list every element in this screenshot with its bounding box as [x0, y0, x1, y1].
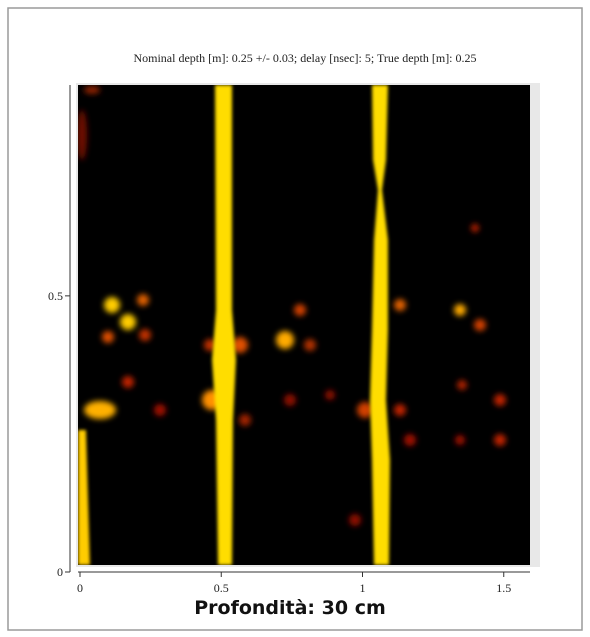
axes: 0 0.5 1 1.5 0 0.5	[48, 85, 530, 595]
blob	[139, 329, 151, 341]
blob	[120, 314, 136, 330]
heatmap-blobs	[78, 86, 506, 526]
band	[370, 85, 390, 565]
x-tick-label: 1.5	[496, 581, 511, 595]
blob	[104, 297, 120, 313]
y-tick-label: 0.5	[48, 289, 63, 303]
blob	[325, 390, 335, 400]
heatmap-background	[78, 85, 530, 565]
blob	[232, 337, 248, 353]
band	[78, 430, 90, 565]
y-tick-label: 0	[57, 565, 63, 579]
blob	[349, 514, 361, 526]
band	[212, 85, 236, 565]
blob	[494, 434, 506, 446]
blob	[454, 304, 466, 316]
blob	[357, 402, 373, 418]
blob	[404, 434, 416, 446]
blob	[471, 224, 479, 232]
blob	[84, 401, 116, 419]
chart-title: Nominal depth [m]: 0.25 +/- 0.03; delay …	[133, 51, 476, 65]
blob	[137, 294, 149, 306]
blob	[394, 404, 406, 416]
blob	[239, 414, 251, 426]
x-tick-label: 1	[360, 581, 366, 595]
caption: Profondità: 30 cm	[194, 597, 386, 619]
blob	[154, 404, 166, 416]
blob	[455, 435, 465, 445]
blob	[102, 331, 114, 343]
blob	[304, 339, 316, 351]
x-tick-label: 0.5	[214, 581, 229, 595]
blob	[284, 394, 296, 406]
blob	[474, 319, 486, 331]
blob	[122, 376, 134, 388]
blob	[294, 304, 306, 316]
reflector-bands	[78, 85, 390, 565]
blob	[494, 394, 506, 406]
x-tick-label: 0	[77, 581, 83, 595]
blob	[78, 110, 87, 160]
blob	[457, 380, 467, 390]
heatmap	[78, 85, 530, 565]
blob	[276, 331, 294, 349]
blob	[394, 299, 406, 311]
blob	[84, 86, 100, 94]
